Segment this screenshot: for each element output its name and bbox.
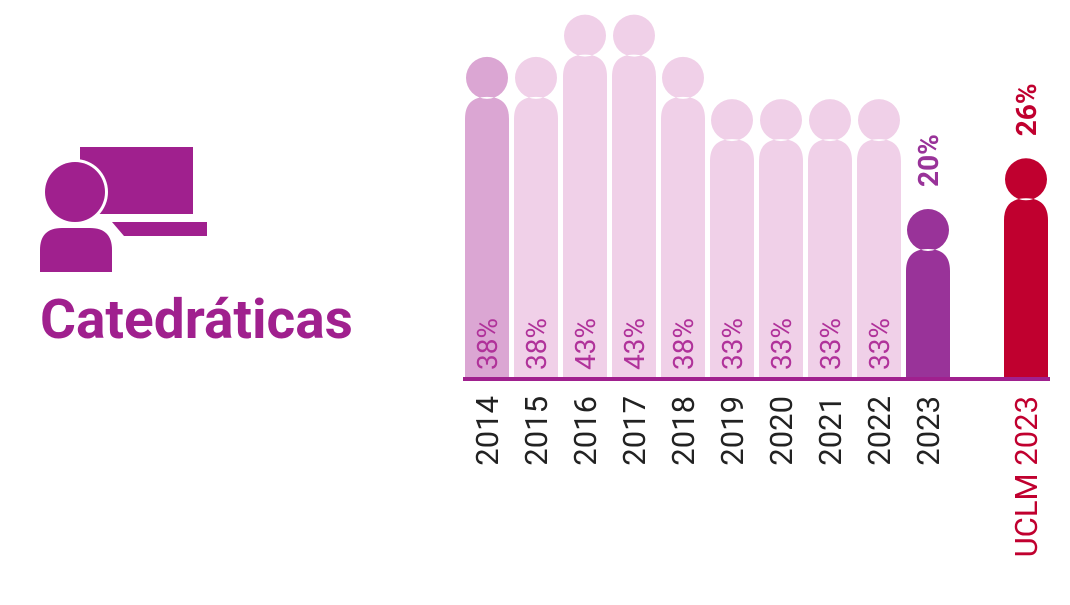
figure (612, 14, 656, 379)
figure (857, 99, 901, 378)
x-tick-label: 2019 (714, 396, 751, 466)
x-tick-label: 2014 (469, 396, 506, 466)
x-tick-label: 2023 (910, 396, 947, 466)
x-tick-label: 2018 (665, 396, 702, 466)
body (40, 228, 112, 272)
figure (514, 56, 558, 379)
chart-title: Catedráticas (40, 288, 353, 352)
value-label: 33% (863, 318, 896, 370)
value-label: 38% (667, 318, 700, 370)
figure (661, 56, 705, 379)
x-tick-label: 2015 (518, 396, 555, 466)
x-tick-label: UCLM 2023 (1008, 396, 1045, 557)
value-label: 33% (765, 318, 798, 370)
figure (465, 56, 509, 379)
value-label: 20% (912, 134, 945, 187)
ledge (112, 222, 207, 236)
x-tick-label: 2020 (763, 396, 800, 466)
value-label: 43% (618, 318, 651, 370)
x-tick-label: 2017 (616, 396, 653, 466)
value-label: 33% (716, 318, 749, 370)
figure (563, 14, 607, 379)
figure (710, 99, 754, 378)
head (45, 162, 105, 222)
value-label: 26% (1010, 83, 1043, 136)
x-tick-label: 2021 (812, 396, 849, 466)
value-label: 38% (471, 318, 504, 370)
figure (906, 209, 950, 378)
figure (808, 99, 852, 378)
value-label: 33% (814, 318, 847, 370)
x-tick-label: 2022 (861, 396, 898, 466)
icon (40, 147, 207, 272)
figure (759, 99, 803, 378)
x-tick-label: 2016 (567, 396, 604, 466)
value-label: 38% (520, 318, 553, 370)
figure (1004, 158, 1048, 378)
value-label: 43% (569, 318, 602, 370)
